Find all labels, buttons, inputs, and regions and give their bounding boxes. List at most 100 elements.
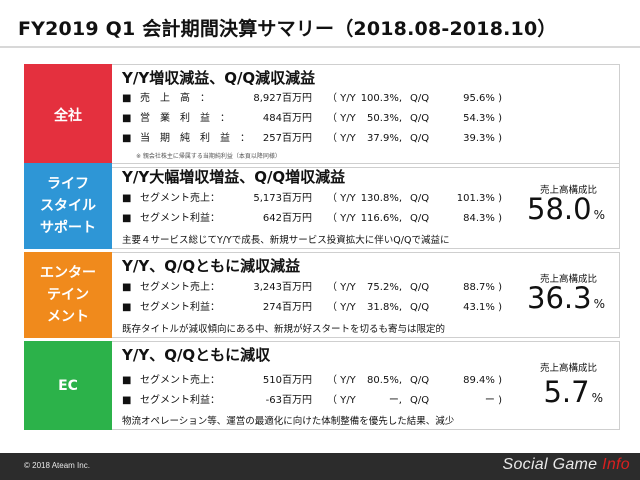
qq-label: Q/Q	[410, 395, 430, 406]
watermark-logo: Social Game Info	[502, 456, 630, 473]
metric-label: 売 上 高 ：	[140, 93, 210, 104]
metric-value: 8,927百万円	[253, 93, 312, 104]
section-content-lifestyle: Y/Y大幅増収増益、Q/Q増収減益 ■ セグメント売上： 5,173百万円 （ …	[112, 163, 620, 249]
section-ec: EC Y/Y、Q/Qともに減収 ■ セグメント売上： 510百万円 （ Y/Y …	[24, 341, 620, 430]
composition-ratio-value: 58.0%	[527, 192, 605, 226]
yy-label: （ Y/Y	[327, 302, 356, 313]
qq-label: Q/Q	[410, 282, 430, 293]
yy-label: （ Y/Y	[327, 93, 356, 104]
metric-row: ■ セグメント利益： 642百万円 （ Y/Y 116.6%, Q/Q 84.3…	[122, 212, 502, 226]
metric-label: 営 業 利 益 ：	[140, 113, 230, 124]
qq-value: 54.3% )	[463, 113, 502, 124]
section-company: 全社 Y/Y増収減益、Q/Q減収減益 ■ 売 上 高 ： 8,927百万円 （ …	[24, 64, 620, 168]
bullet-icon: ■	[122, 113, 132, 124]
metric-value: 257百万円	[262, 133, 312, 144]
metric-row: ■ セグメント利益： -63百万円 （ Y/Y ー, Q/Q ー )	[122, 394, 502, 408]
metric-label: セグメント利益：	[140, 395, 220, 406]
metric-row: ■ セグメント売上： 510百万円 （ Y/Y 80.5%, Q/Q 89.4%…	[122, 374, 502, 388]
yy-value: 100.3%,	[360, 93, 402, 104]
bullet-icon: ■	[122, 93, 132, 104]
qq-value: 84.3% )	[463, 213, 502, 224]
footer-bar: © 2018 Ateam Inc. Social Game Info	[0, 453, 640, 480]
metric-row: ■ セグメント利益： 274百万円 （ Y/Y 31.8%, Q/Q 43.1%…	[122, 301, 502, 315]
title-divider	[0, 46, 640, 48]
yy-label: （ Y/Y	[327, 375, 356, 386]
metric-row: ■ セグメント売上： 3,243百万円 （ Y/Y 75.2%, Q/Q 88.…	[122, 281, 502, 295]
metric-row: ■ セグメント売上： 5,173百万円 （ Y/Y 130.8%, Q/Q 10…	[122, 192, 502, 206]
yy-value: 116.6%,	[360, 213, 402, 224]
bullet-icon: ■	[122, 395, 132, 406]
section-label-entertainment: エンター テイン メント	[24, 252, 112, 338]
section-note: 主要４サービス総じてY/Yで成長、新規サービス投資拡大に伴いQ/Qで減益に	[122, 235, 450, 246]
qq-label: Q/Q	[410, 302, 430, 313]
qq-value: 89.4% )	[463, 375, 502, 386]
qq-value: 88.7% )	[463, 282, 502, 293]
qq-label: Q/Q	[410, 375, 430, 386]
section-content-company: Y/Y増収減益、Q/Q減収減益 ■ 売 上 高 ： 8,927百万円 （ Y/Y…	[112, 64, 620, 168]
yy-value: 31.8%,	[367, 302, 402, 313]
section-entertainment: エンター テイン メント Y/Y、Q/Qともに減収減益 ■ セグメント売上： 3…	[24, 252, 620, 338]
qq-value: 39.3% )	[463, 133, 502, 144]
yy-value: 130.8%,	[360, 193, 402, 204]
bullet-icon: ■	[122, 213, 132, 224]
metric-value: 510百万円	[262, 375, 312, 386]
qq-value: 101.3% )	[456, 193, 502, 204]
qq-label: Q/Q	[410, 213, 430, 224]
metric-label: セグメント売上：	[140, 282, 220, 293]
metric-row: ■ 売 上 高 ： 8,927百万円 （ Y/Y 100.3%, Q/Q 95.…	[122, 92, 502, 106]
qq-label: Q/Q	[410, 133, 430, 144]
yy-value: ー,	[388, 395, 402, 406]
yy-value: 37.9%,	[367, 133, 402, 144]
footnote: ※ 親会社株主に帰属する当期純利益（本頁以降同様）	[136, 153, 281, 160]
bullet-icon: ■	[122, 375, 132, 386]
yy-label: （ Y/Y	[327, 213, 356, 224]
section-note: 物流オペレーション等、運営の最適化に向けた体制整備を優先した結果、減少	[122, 416, 455, 427]
section-lifestyle: ライフ スタイル サポート Y/Y大幅増収増益、Q/Q増収減益 ■ セグメント売…	[24, 163, 620, 249]
yy-value: 80.5%,	[367, 375, 402, 386]
yy-label: （ Y/Y	[327, 133, 356, 144]
yy-value: 50.3%,	[367, 113, 402, 124]
yy-label: （ Y/Y	[327, 113, 356, 124]
yy-label: （ Y/Y	[327, 282, 356, 293]
page-title: FY2019 Q1 会計期間決算サマリー（2018.08-2018.10）	[18, 18, 557, 40]
metric-value: 642百万円	[262, 213, 312, 224]
qq-label: Q/Q	[410, 113, 430, 124]
section-label-lifestyle: ライフ スタイル サポート	[24, 163, 112, 249]
metric-row: ■ 営 業 利 益 ： 484百万円 （ Y/Y 50.3%, Q/Q 54.3…	[122, 112, 502, 126]
section-content-entertainment: Y/Y、Q/Qともに減収減益 ■ セグメント売上： 3,243百万円 （ Y/Y…	[112, 252, 620, 338]
bullet-icon: ■	[122, 133, 132, 144]
metric-value: 3,243百万円	[253, 282, 312, 293]
section-headline: Y/Y増収減益、Q/Q減収減益	[122, 69, 316, 87]
metric-label: セグメント利益：	[140, 302, 220, 313]
yy-value: 75.2%,	[367, 282, 402, 293]
metric-label: 当 期 純 利 益 ：	[140, 133, 250, 144]
yy-label: （ Y/Y	[327, 193, 356, 204]
composition-ratio-value: 36.3%	[527, 281, 605, 315]
qq-label: Q/Q	[410, 93, 430, 104]
copyright-text: © 2018 Ateam Inc.	[24, 461, 90, 470]
section-note: 既存タイトルが減収傾向にある中、新規が好スタートを切るも寄与は限定的	[122, 324, 446, 335]
composition-ratio-label: 売上高構成比	[539, 363, 597, 374]
section-headline: Y/Y大幅増収増益、Q/Q増収減益	[122, 168, 346, 186]
section-headline: Y/Y、Q/Qともに減収	[122, 346, 271, 364]
section-content-ec: Y/Y、Q/Qともに減収 ■ セグメント売上： 510百万円 （ Y/Y 80.…	[112, 341, 620, 430]
qq-value: 43.1% )	[463, 302, 502, 313]
metric-value: -63百万円	[265, 395, 312, 406]
section-label-company: 全社	[24, 64, 112, 168]
bullet-icon: ■	[122, 282, 132, 293]
qq-value: 95.6% )	[463, 93, 502, 104]
metric-value: 5,173百万円	[253, 193, 312, 204]
composition-ratio-value: 5.7%	[543, 375, 603, 409]
qq-label: Q/Q	[410, 193, 430, 204]
metric-value: 274百万円	[262, 302, 312, 313]
section-headline: Y/Y、Q/Qともに減収減益	[122, 257, 301, 275]
bullet-icon: ■	[122, 302, 132, 313]
metric-label: セグメント売上：	[140, 375, 220, 386]
composition-ratio-label: 売上高構成比	[539, 185, 597, 196]
bullet-icon: ■	[122, 193, 132, 204]
metric-value: 484百万円	[262, 113, 312, 124]
section-label-ec: EC	[24, 341, 112, 430]
yy-label: （ Y/Y	[327, 395, 356, 406]
composition-ratio-label: 売上高構成比	[539, 274, 597, 285]
metric-label: セグメント利益：	[140, 213, 220, 224]
